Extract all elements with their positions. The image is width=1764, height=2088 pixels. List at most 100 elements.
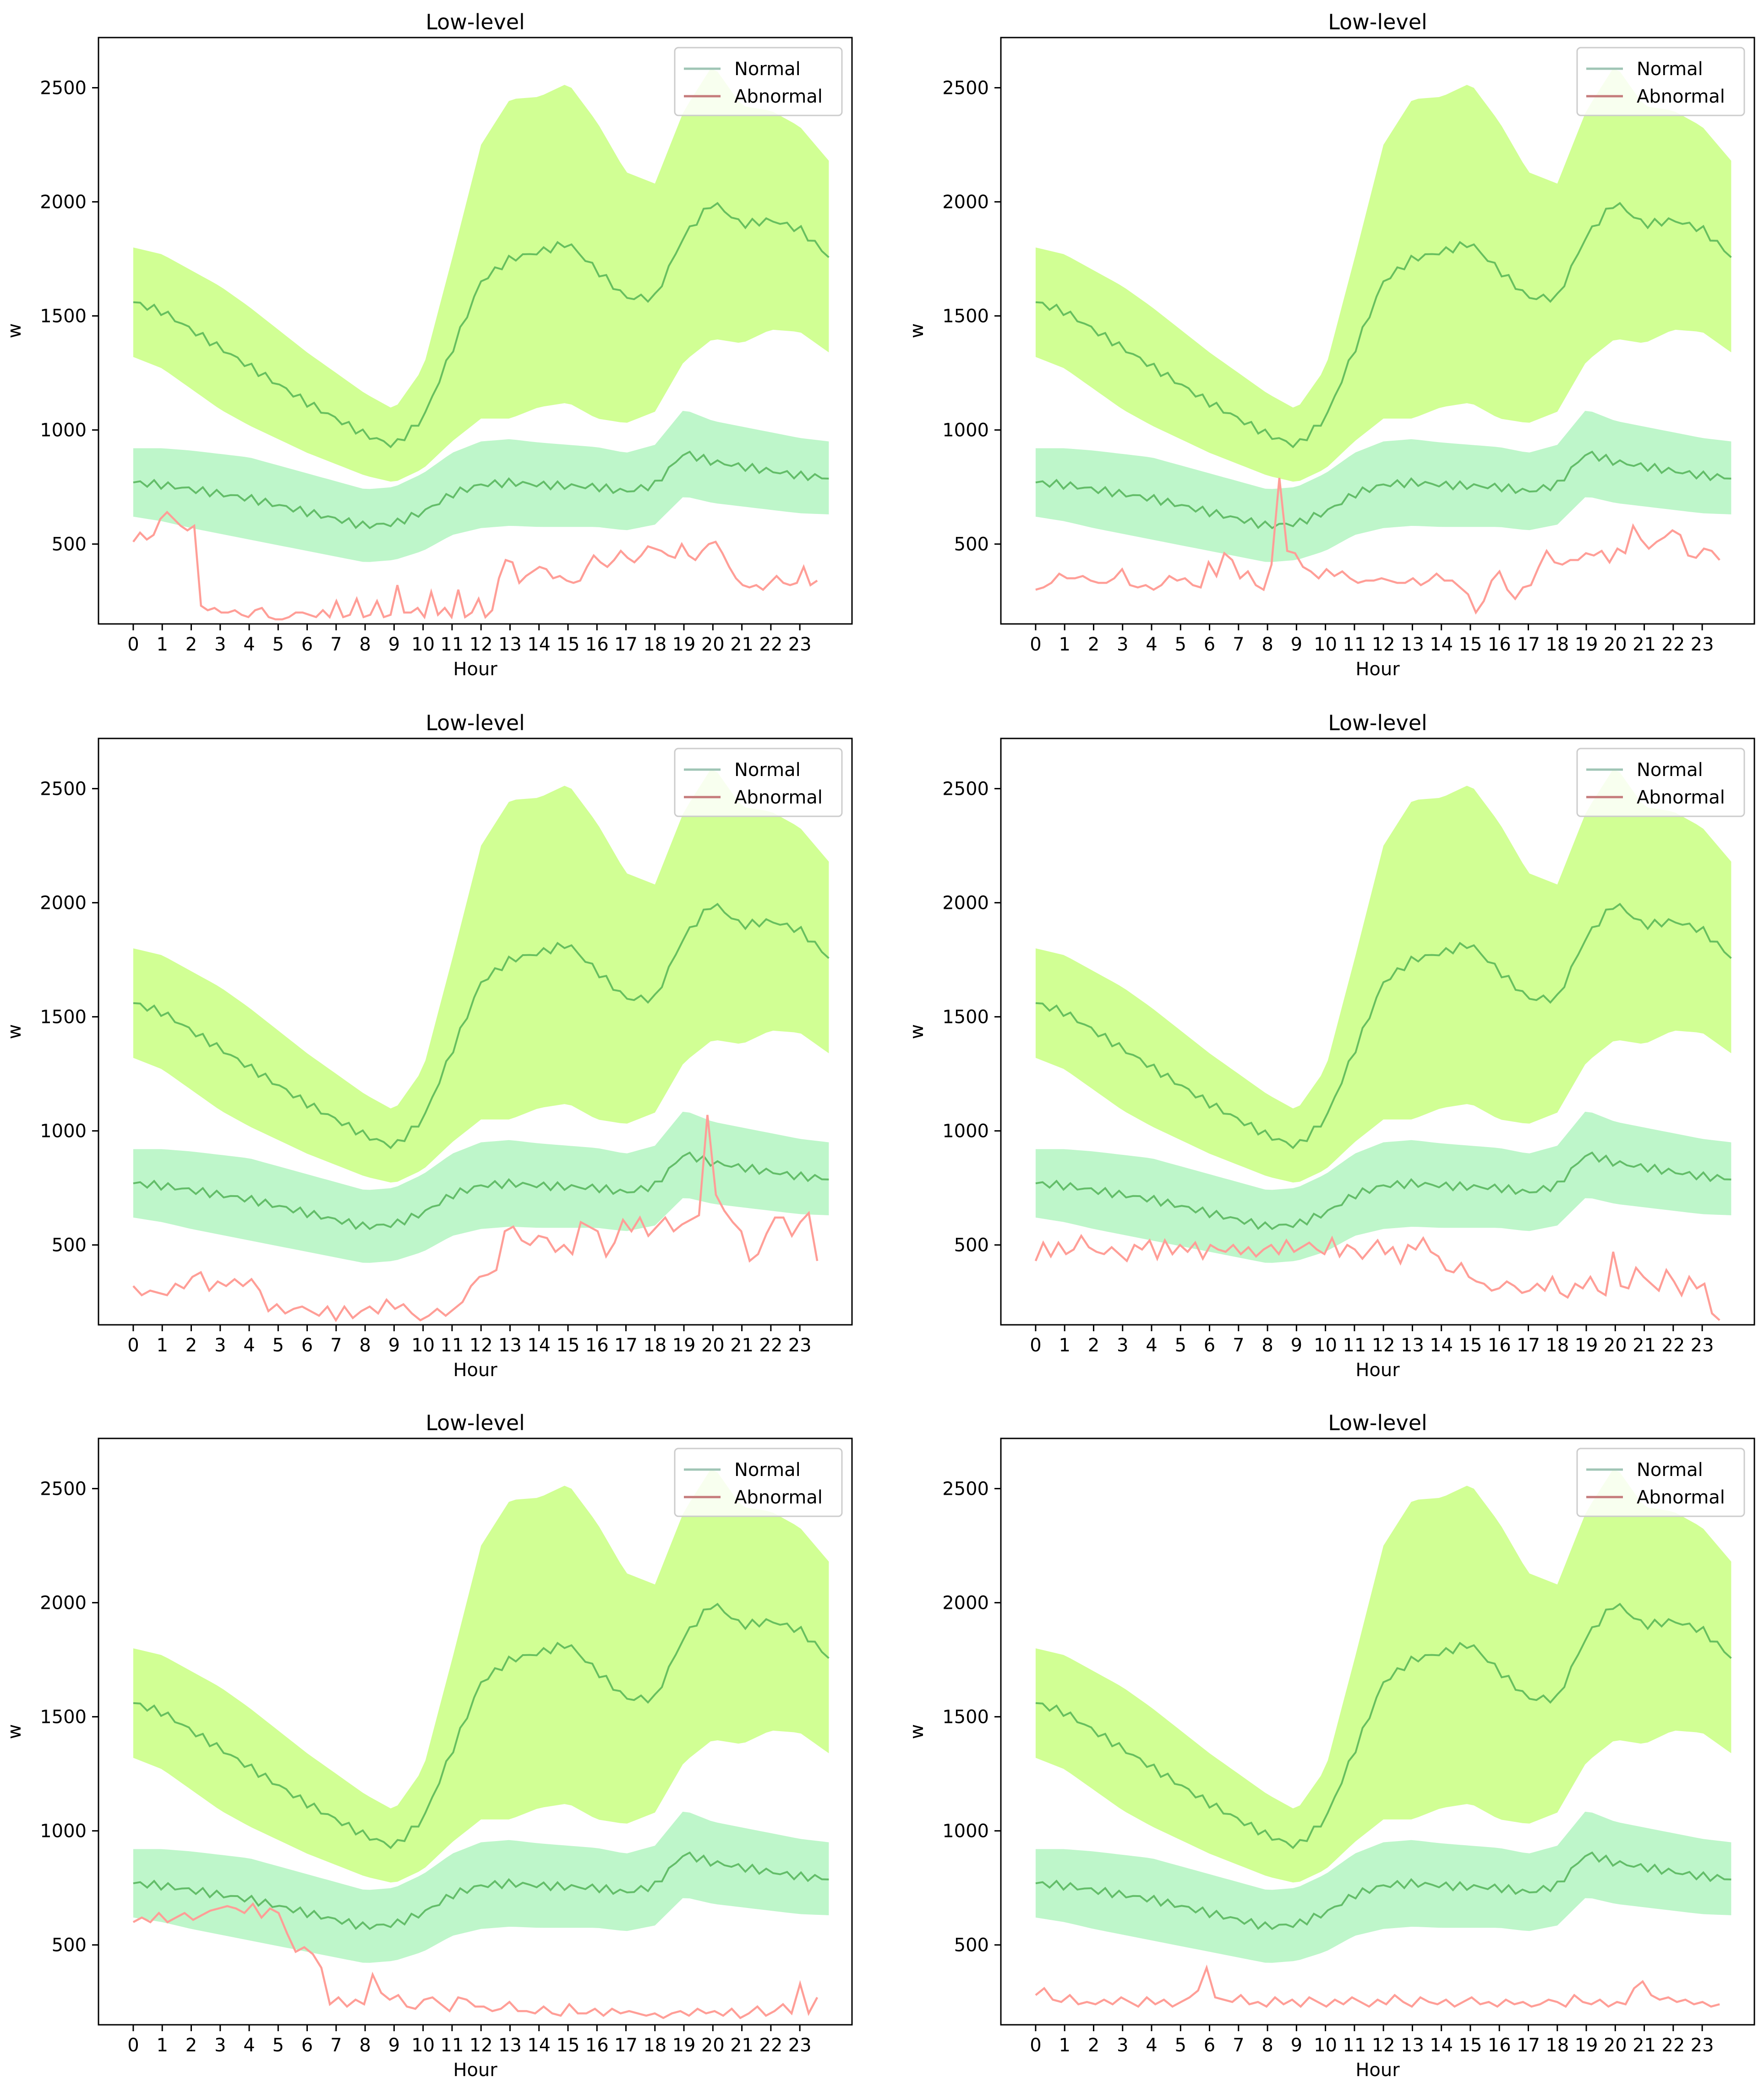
x-tick-label: 13 <box>498 634 522 655</box>
x-tick-label: 8 <box>1262 634 1273 655</box>
y-tick-label: 1000 <box>942 420 989 441</box>
x-axis-label: Hour <box>1355 659 1400 680</box>
y-tick-label: 1500 <box>40 1707 87 1728</box>
x-tick-label: 21 <box>730 634 754 655</box>
x-tick-label: 4 <box>243 2035 255 2056</box>
y-tick-label: 1000 <box>942 1821 989 1842</box>
y-tick-label: 1500 <box>942 306 989 327</box>
x-tick-label: 14 <box>1430 2035 1453 2056</box>
x-tick-label: 0 <box>127 2035 139 2056</box>
x-tick-label: 8 <box>359 2035 371 2056</box>
x-tick-label: 1 <box>1059 1335 1070 1356</box>
x-tick-label: 1 <box>156 634 168 655</box>
axes-frame <box>98 738 853 1326</box>
y-tick-label: 2000 <box>942 1593 989 1614</box>
legend-box <box>1576 47 1745 116</box>
x-tick-label: 23 <box>788 1335 812 1356</box>
x-tick-label: 20 <box>701 634 725 655</box>
x-tick-label: 3 <box>214 634 226 655</box>
x-tick-label: 17 <box>1517 634 1540 655</box>
x-tick-label: 15 <box>1459 1335 1482 1356</box>
legend-entry-label: Abnormal <box>1637 86 1725 107</box>
legend: Normal Abnormal <box>674 748 843 817</box>
x-tick-label: 0 <box>127 634 139 655</box>
x-tick-label: 5 <box>1175 2035 1186 2056</box>
upper-normal-band <box>1035 1469 1731 1883</box>
legend-entry-label: Abnormal <box>1637 787 1725 808</box>
x-tick-label: 9 <box>388 634 400 655</box>
x-tick-label: 9 <box>1291 634 1302 655</box>
x-tick-label: 10 <box>1314 2035 1337 2056</box>
x-tick-label: 12 <box>1372 2035 1395 2056</box>
abnormal-series-line <box>132 510 818 621</box>
x-tick-label: 2 <box>1088 634 1099 655</box>
x-tick-label: 9 <box>388 2035 400 2056</box>
x-tick-label: 11 <box>440 634 464 655</box>
x-tick-label: 12 <box>470 1335 493 1356</box>
lower-normal-mean-line <box>1035 450 1731 530</box>
chart-title: Low-level <box>1328 1410 1427 1435</box>
lower-normal-mean-line <box>1035 1851 1731 1930</box>
x-tick-label: 23 <box>788 2035 812 2056</box>
y-tick-label: 1000 <box>942 1121 989 1142</box>
x-tick-label: 14 <box>527 2035 551 2056</box>
x-tick-label: 5 <box>273 634 284 655</box>
x-tick-label: 17 <box>614 2035 638 2056</box>
x-axis-label: Hour <box>1355 2060 1400 2081</box>
upper-normal-band <box>133 68 829 482</box>
axes-frame <box>98 37 853 625</box>
x-tick-label: 18 <box>1546 634 1569 655</box>
legend: Normal Abnormal <box>674 47 843 116</box>
x-tick-label: 21 <box>730 1335 754 1356</box>
y-tick-label: 2500 <box>942 1479 989 1500</box>
x-axis-label: Hour <box>453 659 497 680</box>
x-tick-label: 12 <box>1372 1335 1395 1356</box>
x-tick-label: 16 <box>1488 1335 1511 1356</box>
x-tick-label: 22 <box>1661 634 1685 655</box>
y-axis-label: w <box>4 1024 25 1039</box>
x-tick-label: 15 <box>557 1335 580 1356</box>
x-tick-label: 7 <box>330 2035 342 2056</box>
x-tick-label: 15 <box>557 634 580 655</box>
upper-normal-mean-line <box>1035 1602 1732 1849</box>
x-tick-label: 1 <box>156 2035 168 2056</box>
x-tick-label: 18 <box>643 2035 666 2056</box>
y-tick-label: 2000 <box>942 192 989 213</box>
x-tick-label: 8 <box>1262 2035 1273 2056</box>
x-tick-label: 10 <box>1314 634 1337 655</box>
upper-normal-mean-line <box>133 902 830 1149</box>
y-tick-label: 500 <box>954 534 989 555</box>
lower-normal-band <box>1035 1811 1731 1963</box>
legend-entry-label: Normal <box>1637 760 1703 781</box>
x-tick-label: 0 <box>1030 1335 1041 1356</box>
axes-frame <box>1000 738 1755 1326</box>
x-tick-label: 11 <box>1343 1335 1366 1356</box>
x-tick-label: 18 <box>643 634 666 655</box>
x-tick-label: 11 <box>1343 2035 1366 2056</box>
x-tick-label: 1 <box>156 1335 168 1356</box>
x-tick-label: 22 <box>1661 1335 1685 1356</box>
y-tick-label: 1000 <box>40 1821 87 1842</box>
abnormal-series-line <box>132 1902 819 2019</box>
x-tick-label: 11 <box>440 1335 464 1356</box>
x-tick-label: 19 <box>672 1335 696 1356</box>
legend-entry-label: Normal <box>1637 59 1703 80</box>
y-tick-label: 1500 <box>40 306 87 327</box>
x-tick-label: 1 <box>1059 2035 1070 2056</box>
x-tick-label: 1 <box>1059 634 1070 655</box>
x-tick-label: 23 <box>788 634 812 655</box>
y-tick-label: 2000 <box>942 893 989 914</box>
x-tick-label: 2 <box>1088 1335 1099 1356</box>
y-tick-label: 1500 <box>942 1707 989 1728</box>
legend-entry-label: Normal <box>1637 1459 1703 1481</box>
x-tick-label: 5 <box>1175 1335 1186 1356</box>
x-tick-label: 4 <box>1146 1335 1157 1356</box>
x-tick-label: 8 <box>1262 1335 1273 1356</box>
x-tick-label: 12 <box>470 634 493 655</box>
x-tick-label: 3 <box>1117 634 1128 655</box>
x-tick-label: 14 <box>1430 1335 1453 1356</box>
x-tick-label: 19 <box>1575 2035 1598 2056</box>
x-tick-label: 6 <box>1204 2035 1215 2056</box>
